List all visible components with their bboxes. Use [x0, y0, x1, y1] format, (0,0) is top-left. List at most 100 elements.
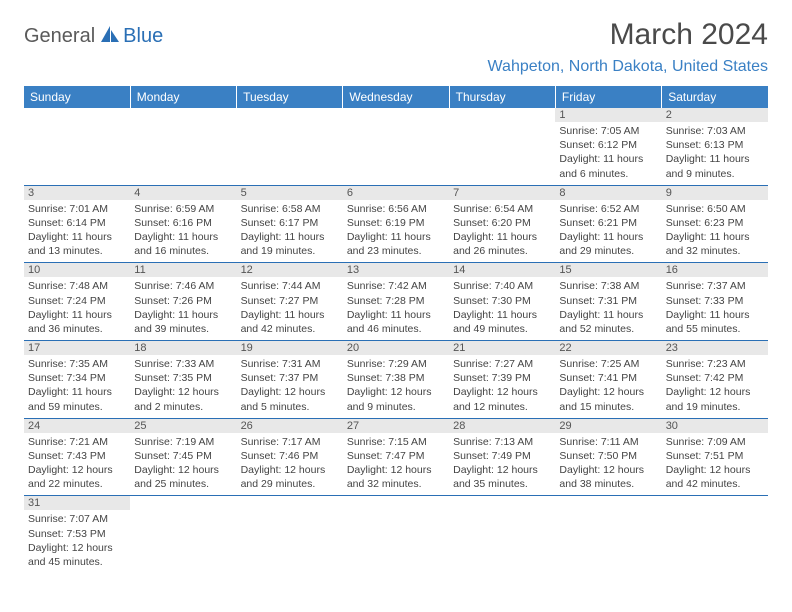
day-info: Sunrise: 7:44 AMSunset: 7:27 PMDaylight:… [241, 279, 339, 336]
calendar-day-cell: 12 Sunrise: 7:44 AMSunset: 7:27 PMDayligh… [237, 263, 343, 341]
sunset-text: Sunset: 7:43 PM [28, 449, 126, 463]
calendar-day-cell: 21Sunrise: 7:27 AMSunset: 7:39 PMDayligh… [449, 341, 555, 419]
sunset-text: Sunset: 6:12 PM [559, 138, 657, 152]
day-info: Sunrise: 7:33 AMSunset: 7:35 PMDaylight:… [134, 357, 232, 414]
sunset-text: Sunset: 6:13 PM [666, 138, 764, 152]
weekday-header: Tuesday [237, 86, 343, 108]
day-info: Sunrise: 6:52 AMSunset: 6:21 PMDaylight:… [559, 202, 657, 259]
weekday-header-row: Sunday Monday Tuesday Wednesday Thursday… [24, 86, 768, 108]
day-info: Sunrise: 7:01 AMSunset: 6:14 PMDaylight:… [28, 202, 126, 259]
sunset-text: Sunset: 6:21 PM [559, 216, 657, 230]
calendar-day-cell: 1Sunrise: 7:05 AMSunset: 6:12 PMDaylight… [555, 108, 661, 185]
day-number: 26 [237, 419, 343, 433]
day-info: Sunrise: 6:56 AMSunset: 6:19 PMDaylight:… [347, 202, 445, 259]
day-info: Sunrise: 7:09 AMSunset: 7:51 PMDaylight:… [666, 435, 764, 492]
day-info: Sunrise: 7:48 AMSunset: 7:24 PMDaylight:… [28, 279, 126, 336]
day-number: 10 [24, 263, 130, 277]
calendar-day-cell: 31 Sunrise: 7:07 AMSunset: 7:53 PMDayligh… [24, 496, 130, 573]
day-info: Sunrise: 7:19 AMSunset: 7:45 PMDaylight:… [134, 435, 232, 492]
calendar-day-cell [662, 496, 768, 573]
calendar-day-cell [237, 108, 343, 185]
sunrise-text: Sunrise: 7:11 AM [559, 435, 657, 449]
calendar-day-cell: 29Sunrise: 7:11 AMSunset: 7:50 PMDayligh… [555, 418, 661, 496]
sail-icon [99, 24, 121, 49]
calendar-day-cell [130, 108, 236, 185]
sunrise-text: Sunrise: 7:17 AM [241, 435, 339, 449]
daylight-text: Daylight: 11 hours and 39 minutes. [134, 308, 232, 336]
daylight-text: Daylight: 12 hours and 42 minutes. [666, 463, 764, 491]
day-number: 6 [343, 186, 449, 200]
calendar-week-row: 31 Sunrise: 7:07 AMSunset: 7:53 PMDayligh… [24, 496, 768, 573]
sunset-text: Sunset: 7:47 PM [347, 449, 445, 463]
calendar-day-cell: 8 Sunrise: 6:52 AMSunset: 6:21 PMDaylight… [555, 185, 661, 263]
daylight-text: Daylight: 11 hours and 19 minutes. [241, 230, 339, 258]
day-info: Sunrise: 7:13 AMSunset: 7:49 PMDaylight:… [453, 435, 551, 492]
day-info: Sunrise: 7:03 AMSunset: 6:13 PMDaylight:… [666, 124, 764, 181]
day-number: 22 [555, 341, 661, 355]
day-number: 15 [555, 263, 661, 277]
sunrise-text: Sunrise: 7:40 AM [453, 279, 551, 293]
calendar-day-cell: 2Sunrise: 7:03 AMSunset: 6:13 PMDaylight… [662, 108, 768, 185]
calendar-day-cell [343, 108, 449, 185]
day-number: 12 [237, 263, 343, 277]
day-number: 14 [449, 263, 555, 277]
sunset-text: Sunset: 7:28 PM [347, 294, 445, 308]
calendar-day-cell [449, 496, 555, 573]
month-title: March 2024 [488, 18, 768, 52]
day-number: 5 [237, 186, 343, 200]
daylight-text: Daylight: 12 hours and 45 minutes. [28, 541, 126, 569]
calendar-day-cell: 30 Sunrise: 7:09 AMSunset: 7:51 PMDayligh… [662, 418, 768, 496]
calendar-day-cell: 17Sunrise: 7:35 AMSunset: 7:34 PMDayligh… [24, 341, 130, 419]
daylight-text: Daylight: 11 hours and 52 minutes. [559, 308, 657, 336]
sunrise-text: Sunrise: 6:59 AM [134, 202, 232, 216]
daylight-text: Daylight: 11 hours and 59 minutes. [28, 385, 126, 413]
sunset-text: Sunset: 6:17 PM [241, 216, 339, 230]
sunset-text: Sunset: 7:53 PM [28, 527, 126, 541]
day-number: 25 [130, 419, 236, 433]
sunrise-text: Sunrise: 7:38 AM [559, 279, 657, 293]
sunset-text: Sunset: 7:35 PM [134, 371, 232, 385]
daylight-text: Daylight: 12 hours and 29 minutes. [241, 463, 339, 491]
logo: General Blue [24, 24, 163, 49]
calendar-day-cell: 19Sunrise: 7:31 AMSunset: 7:37 PMDayligh… [237, 341, 343, 419]
day-number: 1 [555, 108, 661, 122]
sunset-text: Sunset: 7:51 PM [666, 449, 764, 463]
sunset-text: Sunset: 7:39 PM [453, 371, 551, 385]
day-info: Sunrise: 7:07 AMSunset: 7:53 PMDaylight:… [28, 512, 126, 569]
sunset-text: Sunset: 7:46 PM [241, 449, 339, 463]
daylight-text: Daylight: 11 hours and 46 minutes. [347, 308, 445, 336]
weekday-header: Thursday [449, 86, 555, 108]
day-number: 18 [130, 341, 236, 355]
calendar-week-row: 1Sunrise: 7:05 AMSunset: 6:12 PMDaylight… [24, 108, 768, 185]
sunset-text: Sunset: 7:45 PM [134, 449, 232, 463]
sunset-text: Sunset: 6:23 PM [666, 216, 764, 230]
daylight-text: Daylight: 12 hours and 35 minutes. [453, 463, 551, 491]
day-number: 30 [662, 419, 768, 433]
sunset-text: Sunset: 7:34 PM [28, 371, 126, 385]
calendar-day-cell: 15Sunrise: 7:38 AMSunset: 7:31 PMDayligh… [555, 263, 661, 341]
day-number: 23 [662, 341, 768, 355]
daylight-text: Daylight: 12 hours and 2 minutes. [134, 385, 232, 413]
sunrise-text: Sunrise: 7:09 AM [666, 435, 764, 449]
daylight-text: Daylight: 11 hours and 26 minutes. [453, 230, 551, 258]
calendar-day-cell: 25 Sunrise: 7:19 AMSunset: 7:45 PMDayligh… [130, 418, 236, 496]
sunset-text: Sunset: 7:38 PM [347, 371, 445, 385]
calendar-day-cell: 14Sunrise: 7:40 AMSunset: 7:30 PMDayligh… [449, 263, 555, 341]
daylight-text: Daylight: 12 hours and 19 minutes. [666, 385, 764, 413]
calendar-day-cell: 4Sunrise: 6:59 AMSunset: 6:16 PMDaylight… [130, 185, 236, 263]
calendar-day-cell: 20Sunrise: 7:29 AMSunset: 7:38 PMDayligh… [343, 341, 449, 419]
day-number: 8 [555, 186, 661, 200]
sunset-text: Sunset: 7:26 PM [134, 294, 232, 308]
daylight-text: Daylight: 11 hours and 36 minutes. [28, 308, 126, 336]
sunset-text: Sunset: 7:30 PM [453, 294, 551, 308]
sunrise-text: Sunrise: 7:37 AM [666, 279, 764, 293]
sunset-text: Sunset: 7:42 PM [666, 371, 764, 385]
sunrise-text: Sunrise: 7:27 AM [453, 357, 551, 371]
sunrise-text: Sunrise: 7:13 AM [453, 435, 551, 449]
daylight-text: Daylight: 12 hours and 5 minutes. [241, 385, 339, 413]
daylight-text: Daylight: 12 hours and 32 minutes. [347, 463, 445, 491]
sunrise-text: Sunrise: 7:31 AM [241, 357, 339, 371]
day-number: 3 [24, 186, 130, 200]
calendar-week-row: 10 Sunrise: 7:48 AMSunset: 7:24 PMDayligh… [24, 263, 768, 341]
day-number: 31 [24, 496, 130, 510]
